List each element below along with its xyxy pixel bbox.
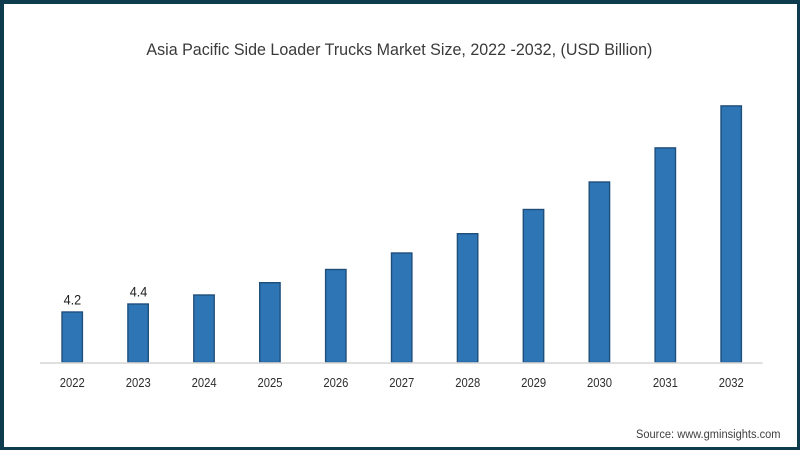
svg-text:Asia Pacific Side Loader Truck: Asia Pacific Side Loader Trucks Market S…	[146, 40, 652, 59]
svg-text:2025: 2025	[258, 375, 283, 390]
svg-text:2024: 2024	[192, 375, 217, 390]
svg-text:2027: 2027	[389, 375, 414, 390]
svg-text:2023: 2023	[126, 375, 151, 390]
svg-text:4.2: 4.2	[64, 291, 82, 307]
svg-text:2032: 2032	[719, 375, 744, 390]
svg-text:Source: www.gminsights.com: Source: www.gminsights.com	[636, 429, 781, 441]
svg-text:2022: 2022	[60, 375, 85, 390]
svg-text:4.4: 4.4	[130, 284, 148, 300]
svg-text:2026: 2026	[323, 375, 348, 390]
svg-text:2028: 2028	[455, 375, 480, 390]
svg-text:2029: 2029	[521, 375, 546, 390]
svg-text:2031: 2031	[653, 375, 678, 390]
svg-text:2030: 2030	[587, 375, 612, 390]
